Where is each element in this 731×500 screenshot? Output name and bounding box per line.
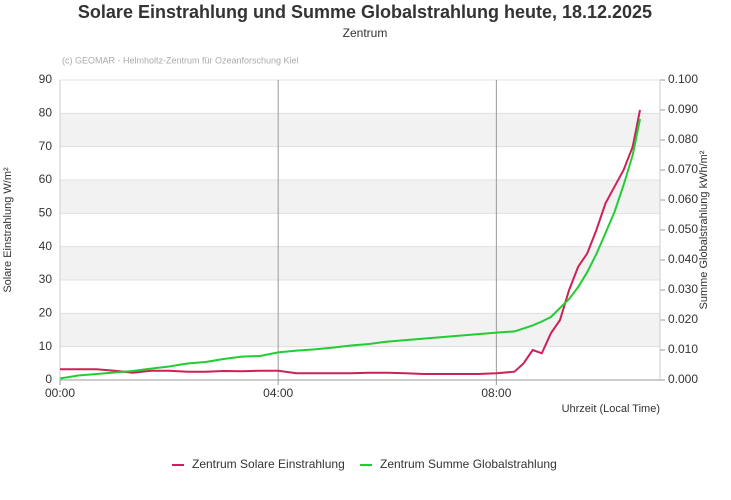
y2-tick-label: 0.050: [668, 222, 698, 236]
y-axis-label: Solare Einstrahlung W/m²: [2, 167, 14, 293]
y2-tick-label: 0.070: [668, 162, 698, 176]
y-tick-label: 10: [39, 339, 53, 353]
credit: (c) GEOMAR - Helmholtz-Zentrum für Ozean…: [62, 55, 299, 65]
y2-tick-label: 0.020: [668, 312, 698, 326]
y-tick-label: 90: [39, 72, 53, 86]
grid-band: [60, 113, 660, 147]
chart-subtitle: Zentrum: [343, 26, 388, 40]
x-tick-label: 00:00: [45, 386, 75, 400]
y-tick-label: 50: [39, 206, 53, 220]
y-tick-label: 30: [39, 272, 53, 286]
series-line: [59, 118, 641, 380]
y-tick-label: 0: [45, 372, 52, 386]
y2-tick-label: 0.080: [668, 132, 698, 146]
x-tick-label: 04:00: [263, 386, 293, 400]
y-tick-label: 20: [39, 306, 53, 320]
y2-axis-label: Summe Globalstrahlung kWh/m²: [698, 150, 710, 309]
grid-band: [60, 180, 660, 214]
y2-tick-label: 0.060: [668, 192, 698, 206]
series-line: [60, 109, 641, 375]
x-tick-label: 08:00: [481, 386, 511, 400]
y2-tick-label: 0.040: [668, 252, 698, 266]
grid-band: [60, 246, 660, 280]
y2-tick-label: 0.030: [668, 282, 698, 296]
y-tick-label: 80: [39, 106, 53, 120]
y-tick-label: 60: [39, 172, 53, 186]
y-tick-label: 40: [39, 239, 53, 253]
y2-tick-label: 0.100: [668, 72, 698, 86]
y2-tick-label: 0.000: [668, 372, 698, 386]
grid-band: [60, 313, 660, 347]
y-tick-label: 70: [39, 139, 53, 153]
legend-label: Zentrum Solare Einstrahlung: [192, 457, 345, 471]
x-axis-label: Uhrzeit (Local Time): [562, 403, 660, 415]
chart-title: Solare Einstrahlung und Summe Globalstra…: [78, 2, 652, 22]
y2-tick-label: 0.090: [668, 102, 698, 116]
y2-tick-label: 0.010: [668, 342, 698, 356]
legend-label: Zentrum Summe Globalstrahlung: [380, 457, 557, 471]
